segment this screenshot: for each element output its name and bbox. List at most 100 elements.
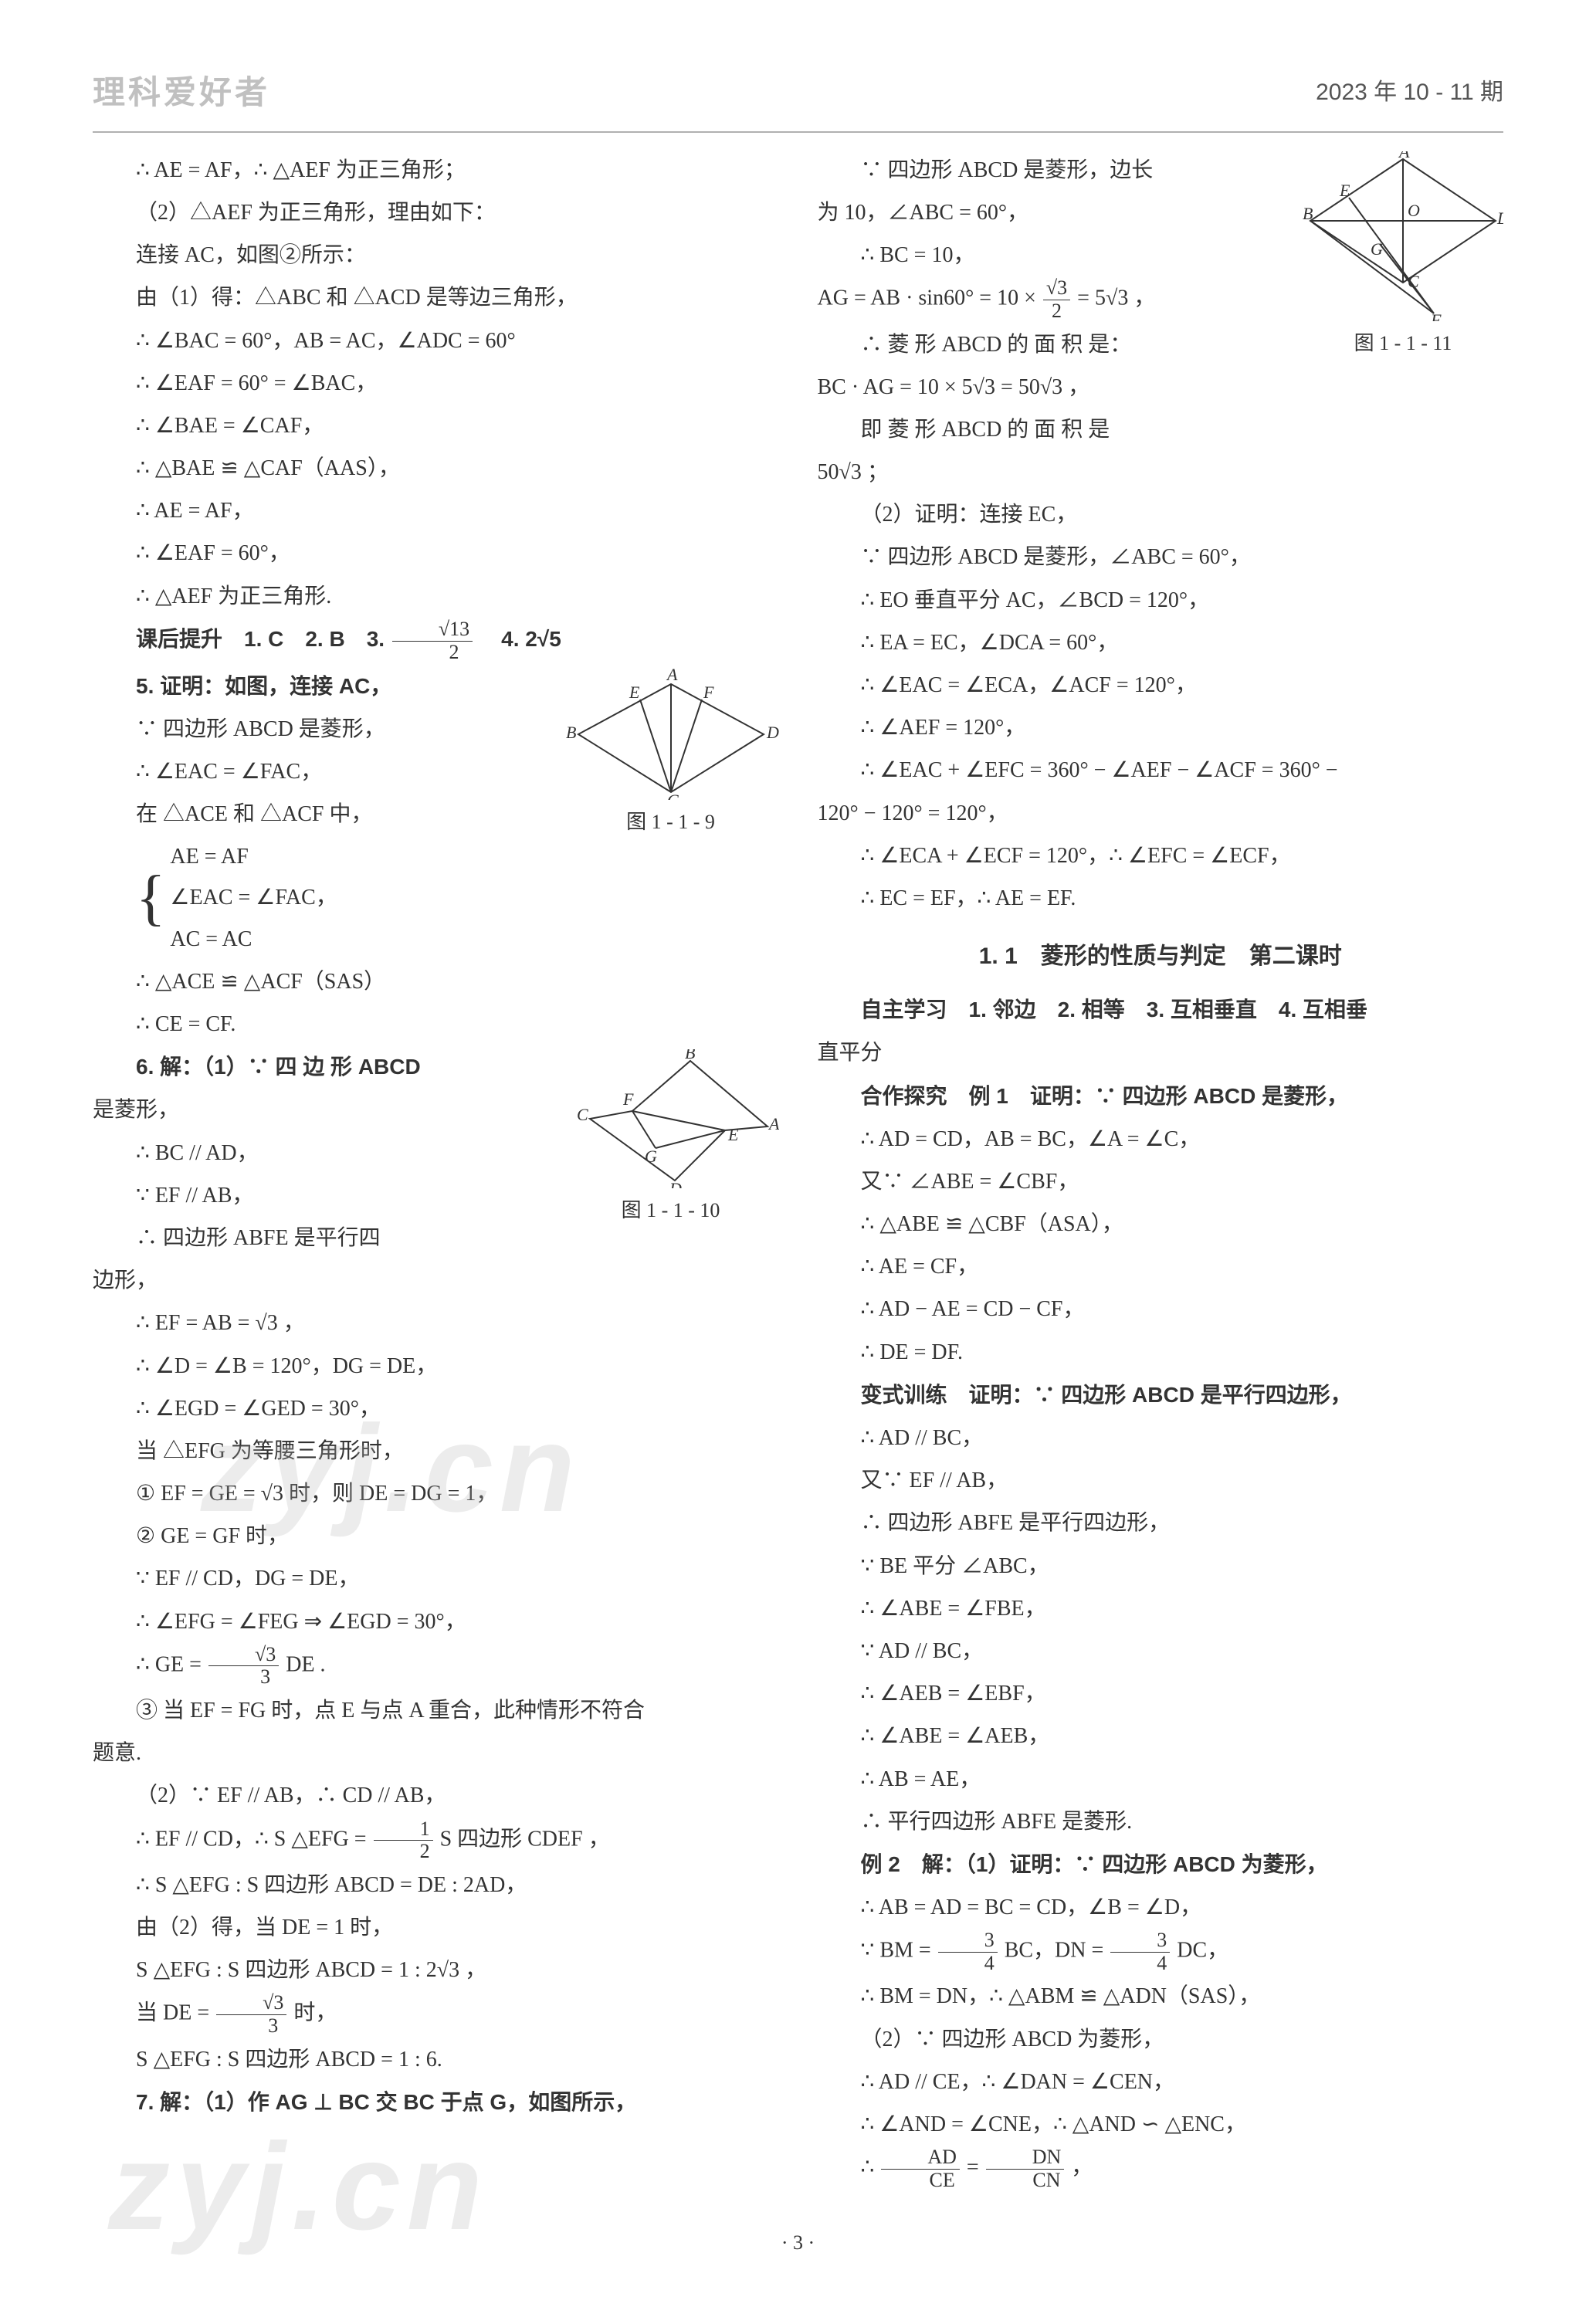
text-span: ∴	[861, 2156, 880, 2180]
text-span: AG = AB · sin60° = 10 ×	[818, 286, 1042, 310]
label-B: B	[566, 723, 576, 742]
text-line: 例 2 解：（1）证明：∵ 四边形 ABCD 为菱形，	[818, 1844, 1504, 1885]
text-line: ∴ AB = AD = BC = CD，∠B = ∠D，	[818, 1887, 1504, 1928]
text-line: 又∵ ∠ABE = ∠CBF，	[818, 1161, 1504, 1202]
page-header: 理科爱好者 2023 年 10 - 11 期	[93, 62, 1503, 133]
text-line: ∴ AE = AF，∴ △AEF 为正三角形；	[93, 150, 779, 191]
text-line: 题意.	[93, 1733, 779, 1773]
label-C: C	[1408, 272, 1419, 291]
label-B: B	[1303, 204, 1313, 223]
label-D: D	[669, 1179, 682, 1188]
text-line: ∴ ∠EAC + ∠EFC = 360° − ∠AEF − ∠ACF = 360…	[818, 750, 1504, 791]
text-line: ∴ ∠EAF = 60° = ∠BAC，	[93, 363, 779, 404]
page-number: · 3 ·	[93, 2224, 1503, 2261]
text-span: S 四边形 CDEF ，	[440, 1827, 610, 1851]
fraction: √3 3	[216, 1992, 286, 2037]
text-span: =	[967, 2156, 984, 2180]
brace-system: { AE = AF ∠EAC = ∠FAC， AC = AC	[136, 836, 337, 960]
frac-den: CN	[986, 2170, 1065, 2192]
figure-1-1-11: A B C D E F G O 图 1 - 1 - 11	[1303, 151, 1503, 362]
text-span: = 5√3 ，	[1077, 286, 1155, 310]
label-O: O	[1408, 201, 1420, 220]
text-line: ∴ AD = CD，AB = BC，∠A = ∠C，	[818, 1119, 1504, 1160]
label-F: F	[622, 1089, 634, 1109]
text-line: ∴ AB = AE，	[818, 1759, 1504, 1800]
text-line: ∴ EF // CD，∴ S △EFG = 1 2 S 四边形 CDEF ，	[93, 1818, 779, 1863]
frac-num: 3	[938, 1929, 998, 1953]
text-span: 当 DE =	[136, 2001, 215, 2025]
text-line: 直平分	[818, 1032, 1504, 1073]
figure-1-1-10: A B C D E F G 图 1 - 1 - 10	[563, 1049, 779, 1229]
frac-num: DN	[986, 2146, 1065, 2170]
label-bold: 自主学习 1. 邻边 2. 相等 3. 互相垂直 4. 互相垂	[861, 998, 1368, 1021]
content-columns: ∴ AE = AF，∴ △AEF 为正三角形； （2）△AEF 为正三角形，理由…	[93, 148, 1503, 2194]
frac-num: 3	[1110, 1929, 1170, 1953]
text-span: BC，DN =	[1005, 1939, 1110, 1963]
text-line: ∴ AE = CF，	[818, 1246, 1504, 1287]
text-line: ∴ △ABE ≌ △CBF（ASA），	[818, 1204, 1504, 1245]
frac-num: √3	[216, 1992, 286, 2015]
text-line: ∴ △BAE ≌ △CAF（AAS），	[93, 448, 779, 489]
text-line: ∵ 四边形 ABCD 是菱形，∠ABC = 60°，	[818, 537, 1504, 578]
text-line: ∴ △ACE ≌ △ACF（SAS）	[93, 961, 779, 1002]
left-column: ∴ AE = AF，∴ △AEF 为正三角形； （2）△AEF 为正三角形，理由…	[93, 148, 779, 2194]
text-line: ∵ BE 平分 ∠ABC，	[818, 1546, 1504, 1587]
label-F: F	[1430, 310, 1442, 321]
text-span: DE	[286, 1652, 314, 1676]
rhombus-diagram-icon: A B C D E F	[563, 669, 779, 800]
text-line: ① EF = GE = √3 时，则 DE = DG = 1，	[93, 1473, 779, 1514]
text-line: ∴ 四边形 ABFE 是平行四边形，	[818, 1502, 1504, 1543]
text-line: ∴ AD − AE = CD − CF，	[818, 1289, 1504, 1330]
text-line: S △EFG : S 四边形 ABCD = 1 : 2√3 ，	[93, 1950, 779, 1990]
frac-den: 2	[374, 1841, 433, 1863]
text-line: ∴ ∠AND = ∠CNE，∴ △AND ∽ △ENC，	[818, 2104, 1504, 2145]
brace-lines: AE = AF ∠EAC = ∠FAC， AC = AC	[170, 836, 337, 960]
text-line: ∴ EC = EF，∴ AE = EF.	[818, 878, 1504, 919]
frac-den: 3	[216, 2015, 286, 2038]
section-title: 1. 1 菱形的性质与判定 第二课时	[818, 934, 1504, 978]
text-line: 即 菱 形 ABCD 的 面 积 是	[818, 409, 1504, 450]
text-line: ∴ ∠ABE = ∠FBE，	[818, 1588, 1504, 1629]
frac-den: 2	[392, 642, 473, 664]
frac-den: 4	[1110, 1953, 1170, 1975]
frac-den: 4	[938, 1953, 998, 1975]
text-line: ∴ ∠D = ∠B = 120°，DG = DE，	[93, 1346, 779, 1387]
label-A: A	[768, 1114, 779, 1133]
text-line: ∴ ∠ABE = ∠AEB，	[818, 1716, 1504, 1757]
text-line: ∴ ∠EAC = ∠ECA，∠ACF = 120°，	[818, 665, 1504, 706]
text-line: （2）△AEF 为正三角形，理由如下：	[93, 192, 779, 233]
brace-row: ∠EAC = ∠FAC，	[170, 877, 337, 918]
text-line: ∴ BM = DN，∴ △ABM ≌ △ADN（SAS），	[818, 1976, 1504, 2017]
text-line: ② GE = GF 时，	[93, 1516, 779, 1557]
label-bold: 课后提升 1. C 2. B 3.	[136, 627, 391, 651]
label-G: G	[1371, 239, 1383, 259]
text-line: ∴ EA = EC，∠DCA = 60°，	[818, 622, 1504, 663]
text-line: ∴ S △EFG : S 四边形 ABCD = DE : 2AD，	[93, 1865, 779, 1906]
figure-1-1-9: A B C D E F 图 1 - 1 - 9	[563, 669, 779, 841]
fraction: DN CN	[986, 2146, 1065, 2191]
text-line: ∴ ∠EGD = ∠GED = 30°，	[93, 1388, 779, 1429]
text-line: 7. 解：（1）作 AG ⊥ BC 交 BC 于点 G，如图所示，	[93, 2082, 779, 2123]
text-line: ∴ AD // CE，∴ ∠DAN = ∠CEN，	[818, 2061, 1504, 2102]
text-span: ∵ BM =	[861, 1939, 937, 1963]
text-span: 时，	[293, 2001, 337, 2025]
header-issue: 2023 年 10 - 11 期	[1316, 70, 1503, 114]
text-line: ∴ EO 垂直平分 AC，∠BCD = 120°，	[818, 580, 1504, 621]
text-line: （2）∵ EF // AB，∴ CD // AB，	[93, 1775, 779, 1816]
label-bold: 4. 2√5	[479, 627, 561, 651]
fraction: √13 2	[392, 618, 473, 663]
text-line: ∴ ∠EAF = 60°，	[93, 533, 779, 574]
label-E: E	[1339, 181, 1350, 200]
text-line: 由（1）得：△ABC 和 △ACD 是等边三角形，	[93, 277, 779, 318]
label-bold: 变式训练 证明：∵ 四边形 ABCD 是平行四边形，	[861, 1383, 1352, 1407]
hexagon-diagram-icon: A B C D E F G	[563, 1049, 779, 1188]
text-line: ∴ ∠ECA + ∠ECF = 120°，∴ ∠EFC = ∠ECF，	[818, 835, 1504, 876]
label-D: D	[1496, 208, 1503, 228]
label-A: A	[1398, 151, 1410, 161]
frac-num: AD	[881, 2146, 960, 2170]
figure-caption: 图 1 - 1 - 11	[1303, 324, 1503, 362]
text-span: DC，	[1177, 1939, 1228, 1963]
q7-label: 7. 解：（1）作 AG ⊥ BC 交 BC 于点 G，如图所示，	[136, 2090, 636, 2114]
text-line: （2）证明：连接 EC，	[818, 494, 1504, 535]
frac-den: 3	[208, 1666, 279, 1689]
